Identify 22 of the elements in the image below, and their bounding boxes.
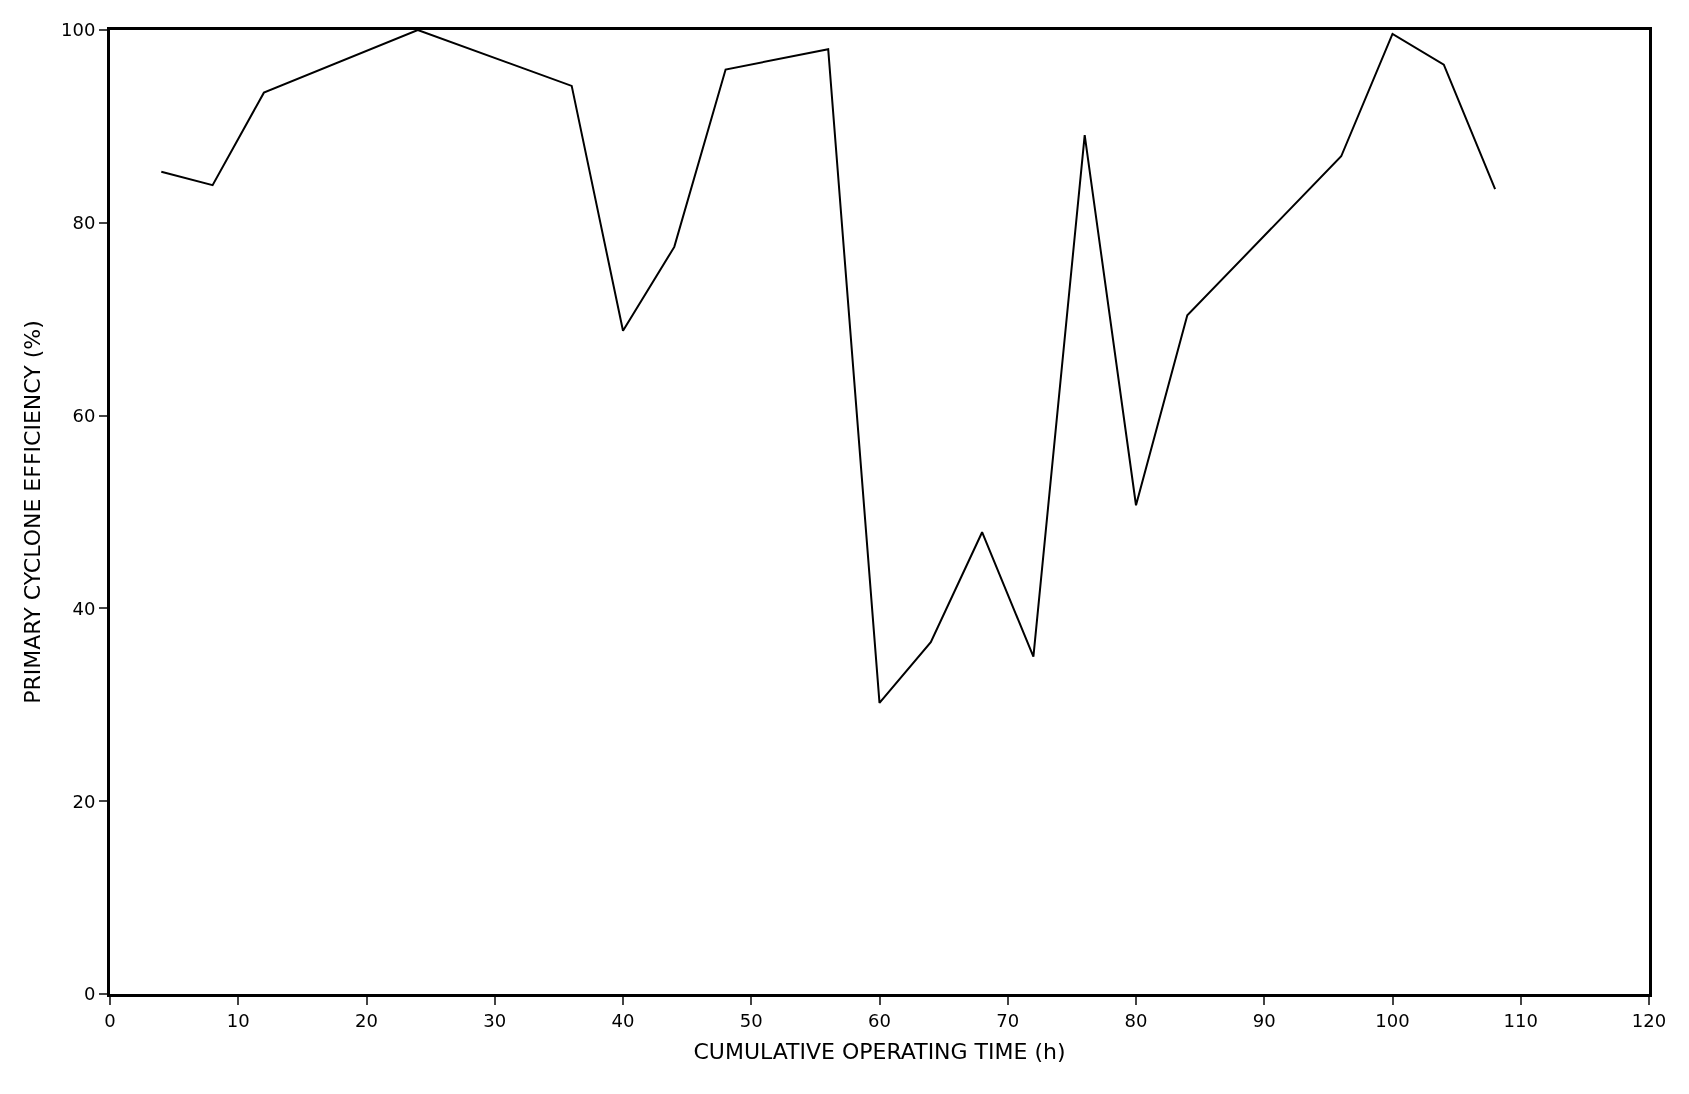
- y-tick-label: 20: [72, 790, 96, 812]
- x-tick-label: 120: [1631, 1009, 1667, 1031]
- y-tick-label: 60: [72, 404, 96, 426]
- x-tick-label: 0: [104, 1009, 116, 1031]
- x-tick-label: 90: [1252, 1009, 1276, 1031]
- x-tick-label: 50: [739, 1009, 763, 1031]
- x-tick-label: 20: [355, 1009, 378, 1031]
- x-tick-label: 40: [611, 1009, 635, 1031]
- line-series: [160, 30, 1497, 704]
- x-tick-label: 80: [1124, 1009, 1148, 1031]
- y-tick-label: 40: [72, 597, 96, 619]
- x-tick-label: 100: [1375, 1009, 1410, 1031]
- x-tick-label: 60: [868, 1009, 891, 1031]
- x-axis-title: CUMULATIVE OPERATING TIME (h): [693, 1039, 1066, 1065]
- y-tick-label: 100: [61, 19, 96, 41]
- y-tick-label: 80: [72, 212, 96, 234]
- x-tick-label: 30: [483, 1009, 507, 1031]
- x-tick-label: 110: [1503, 1009, 1538, 1031]
- y-tick-label: 0: [83, 983, 96, 1005]
- x-tick-label: 10: [226, 1009, 250, 1031]
- y-axis-title: PRIMARY CYCLONE EFFICIENCY (%): [19, 320, 45, 704]
- x-tick-label: 70: [996, 1009, 1020, 1031]
